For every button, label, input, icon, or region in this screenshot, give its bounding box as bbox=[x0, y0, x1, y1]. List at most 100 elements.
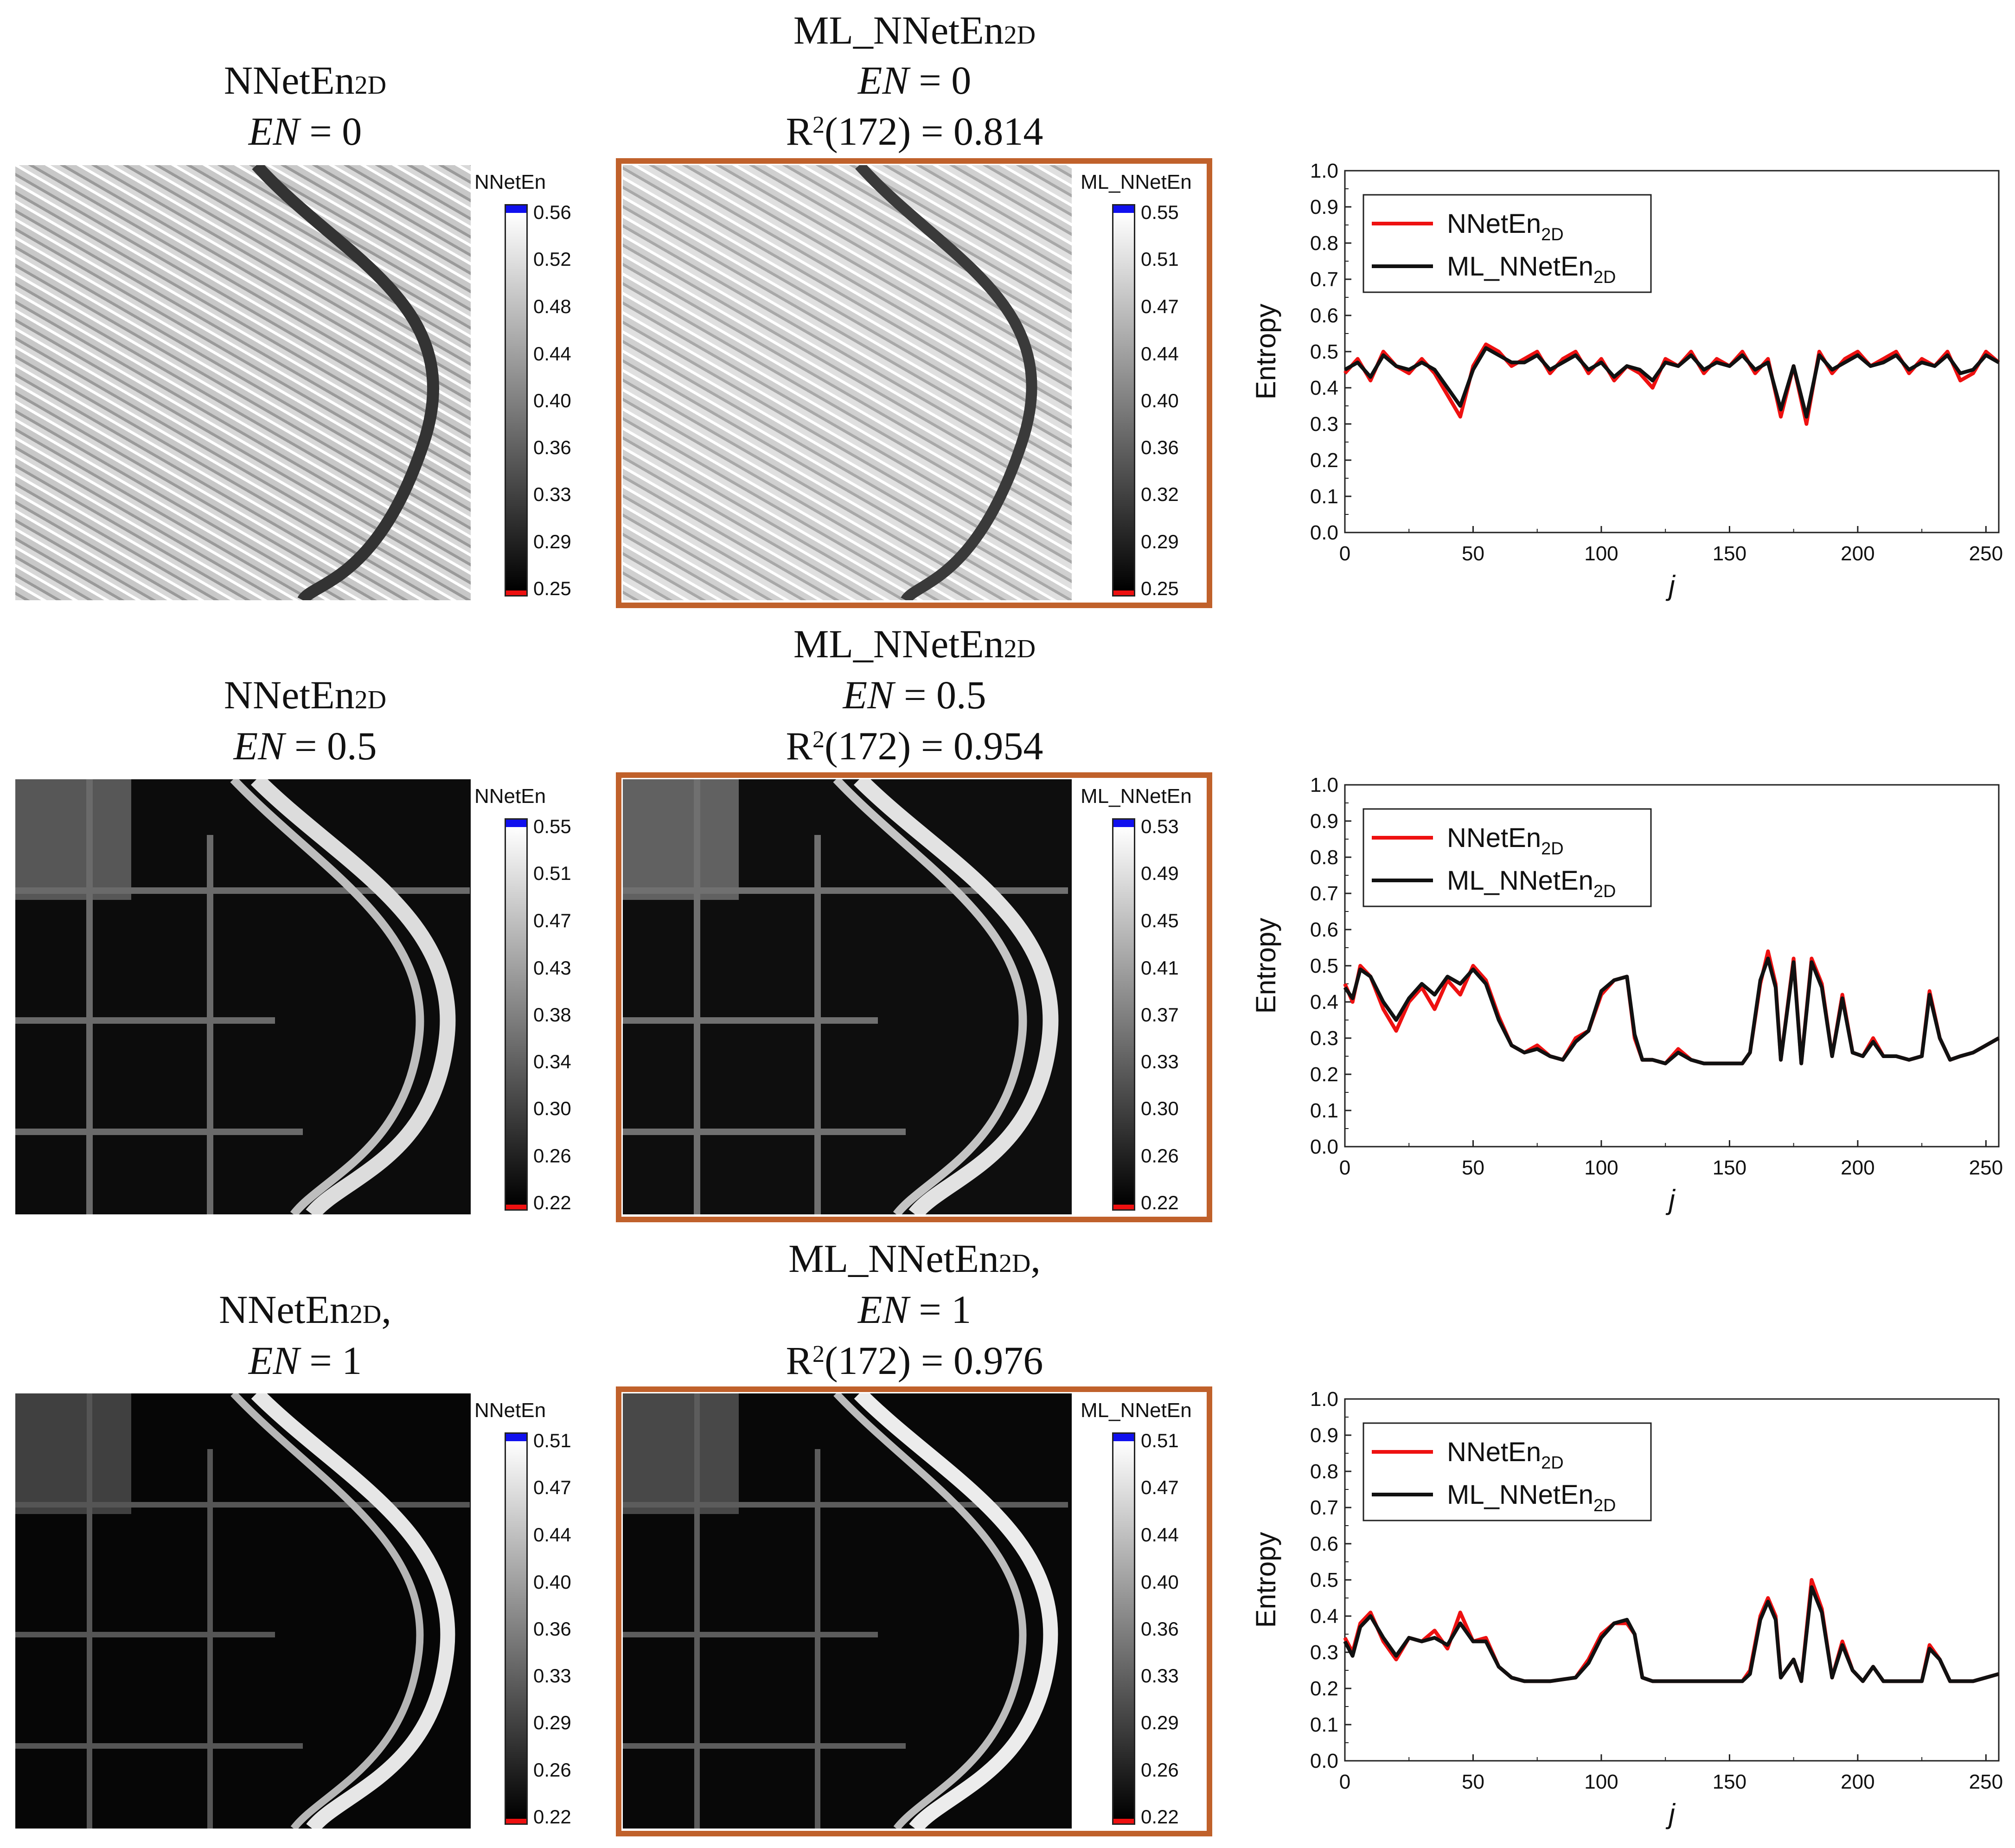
row3-left-colorbar bbox=[505, 1432, 528, 1825]
y-tick-label: 1.0 bbox=[1310, 1388, 1338, 1411]
cbar-tick: 0.25 bbox=[1141, 578, 1179, 599]
x-tick-label: 200 bbox=[1841, 542, 1874, 565]
cbar-tick: 0.48 bbox=[533, 295, 571, 317]
x-tick-label: 250 bbox=[1969, 1156, 2003, 1179]
y-tick-label: 0.9 bbox=[1310, 1424, 1338, 1447]
cbar-tick: 0.36 bbox=[533, 1618, 571, 1640]
cbar-tick: 0.36 bbox=[533, 436, 571, 458]
y-tick-label: 0.2 bbox=[1310, 1063, 1338, 1086]
row2-mid-title-name: ML_NNetEn2D bbox=[793, 622, 1036, 666]
cbar-tick: 0.37 bbox=[1141, 1004, 1179, 1026]
cbar-tick: 0.51 bbox=[1141, 1430, 1179, 1451]
cbar-tick: 0.52 bbox=[533, 248, 571, 270]
row2-left-title-en: EN = 0.5 bbox=[233, 724, 377, 768]
y-tick-label: 0.8 bbox=[1310, 1460, 1338, 1483]
x-tick-label: 50 bbox=[1462, 542, 1484, 565]
legend-label: ML_NNetEn2D bbox=[1447, 1480, 1616, 1515]
row3-left-title-en: EN = 1 bbox=[248, 1338, 362, 1383]
cbar-tick: 0.40 bbox=[1141, 390, 1179, 411]
cbar-tick: 0.44 bbox=[533, 343, 571, 365]
row1-mid-title-r2: R2(172) = 0.814 bbox=[786, 109, 1043, 154]
legend-box bbox=[1363, 808, 1652, 907]
y-axis-label: Entropy bbox=[1250, 1532, 1281, 1628]
cbar-tick: 0.55 bbox=[533, 815, 571, 837]
y-tick-label: 0.0 bbox=[1310, 1750, 1338, 1772]
row1-entropy-chart: 0.0 0.1 0.2 0.3 0.4 0.5 0.6 0.7 0.8 0.9 1.0 0 50 100 1… bbox=[1250, 160, 2003, 601]
x-axis-label: j bbox=[1665, 570, 1676, 601]
y-tick-label: 0.0 bbox=[1310, 521, 1338, 544]
cbar-tick: 0.26 bbox=[533, 1145, 571, 1167]
x-tick-label: 200 bbox=[1841, 1156, 1874, 1179]
cbar-tick: 0.38 bbox=[533, 1004, 571, 1026]
cbar-tick: 0.29 bbox=[533, 531, 571, 552]
row1-left-colorbar-title: NNetEn bbox=[474, 171, 546, 193]
x-axis-label: j bbox=[1665, 1798, 1676, 1829]
y-tick-label: 0.9 bbox=[1310, 810, 1338, 833]
x-tick-label: 100 bbox=[1584, 1771, 1618, 1793]
cbar-tick: 0.29 bbox=[1141, 1712, 1179, 1733]
row3-mid-title-en: EN = 1 bbox=[857, 1287, 972, 1332]
y-tick-label: 0.3 bbox=[1310, 413, 1338, 436]
cbar-tick: 0.51 bbox=[533, 1430, 571, 1451]
cbar-tick: 0.22 bbox=[1141, 1192, 1179, 1213]
row1-mid-title-name: ML_NNetEn2D bbox=[793, 8, 1036, 52]
cbar-tick: 0.40 bbox=[1141, 1571, 1179, 1593]
row2-left-entropy-map bbox=[15, 779, 471, 1214]
cbar-tick: 0.56 bbox=[533, 201, 571, 223]
row3-mid-title-name: ML_NNetEn2D, bbox=[788, 1236, 1041, 1281]
row1-left-entropy-map bbox=[15, 165, 471, 600]
y-tick-label: 0.2 bbox=[1310, 1677, 1338, 1700]
series-line-nneten bbox=[1343, 949, 2000, 1065]
legend-label: ML_NNetEn2D bbox=[1447, 251, 1616, 287]
cbar-tick: 0.30 bbox=[1141, 1097, 1179, 1119]
y-tick-label: 0.7 bbox=[1310, 882, 1338, 905]
y-axis-label: Entropy bbox=[1250, 304, 1281, 400]
y-tick-label: 0.8 bbox=[1310, 232, 1338, 255]
cbar-tick: 0.29 bbox=[1141, 531, 1179, 552]
row3-left-colorbar-title: NNetEn bbox=[474, 1399, 546, 1422]
x-tick-label: 100 bbox=[1584, 1156, 1618, 1179]
row1-left-colorbar bbox=[505, 204, 528, 597]
row2-mid-colorbar-title: ML_NNetEn bbox=[1081, 785, 1192, 808]
cbar-tick: 0.55 bbox=[1141, 201, 1179, 223]
row1-mid-colorbar bbox=[1112, 204, 1135, 597]
row2-left-colorbar bbox=[505, 818, 528, 1211]
cbar-tick: 0.32 bbox=[1141, 483, 1179, 505]
y-axis-label: Entropy bbox=[1250, 918, 1281, 1014]
row3-mid-frame bbox=[616, 1386, 1212, 1836]
cbar-tick: 0.26 bbox=[533, 1759, 571, 1781]
y-tick-label: 0.5 bbox=[1310, 340, 1338, 363]
cbar-tick: 0.36 bbox=[1141, 436, 1179, 458]
x-tick-label: 0 bbox=[1339, 542, 1350, 565]
cbar-tick: 0.26 bbox=[1141, 1145, 1179, 1167]
row3-mid-entropy-map bbox=[623, 1393, 1072, 1829]
cbar-tick: 0.47 bbox=[1141, 1476, 1179, 1498]
cbar-tick: 0.44 bbox=[1141, 343, 1179, 365]
cbar-tick: 0.51 bbox=[533, 862, 571, 884]
y-tick-label: 0.4 bbox=[1310, 991, 1338, 1014]
row1-mid-title-en: EN = 0 bbox=[857, 58, 972, 103]
y-tick-label: 0.5 bbox=[1310, 955, 1338, 977]
row3-left-title-name: NNetEn2D, bbox=[219, 1287, 391, 1332]
x-tick-label: 50 bbox=[1462, 1156, 1484, 1179]
cbar-tick: 0.47 bbox=[533, 910, 571, 931]
row2-left-colorbar-title: NNetEn bbox=[474, 785, 546, 808]
y-tick-label: 0.1 bbox=[1310, 1713, 1338, 1736]
row1-mid-frame bbox=[616, 158, 1212, 608]
row2-mid-title-en: EN = 0.5 bbox=[843, 673, 986, 717]
y-tick-label: 0.1 bbox=[1310, 485, 1338, 508]
cbar-tick: 0.22 bbox=[1141, 1806, 1179, 1828]
x-tick-label: 250 bbox=[1969, 1771, 2003, 1793]
row1-mid-entropy-map bbox=[623, 165, 1072, 600]
y-tick-label: 0.4 bbox=[1310, 377, 1338, 399]
cbar-tick: 0.36 bbox=[1141, 1618, 1179, 1640]
row2-mid-frame bbox=[616, 772, 1212, 1222]
series-line-nneten bbox=[1343, 1578, 2000, 1683]
y-tick-label: 0.0 bbox=[1310, 1136, 1338, 1158]
row2-entropy-chart: 0.0 0.1 0.2 0.3 0.4 0.5 0.6 0.7 0.8 0.9 1.0 0 50 100 1… bbox=[1250, 774, 2003, 1215]
row3-mid-title-r2: R2(172) = 0.976 bbox=[786, 1338, 1043, 1383]
cbar-tick: 0.40 bbox=[533, 390, 571, 411]
cbar-tick: 0.43 bbox=[533, 957, 571, 979]
cbar-tick: 0.51 bbox=[1141, 248, 1179, 270]
cbar-tick: 0.44 bbox=[533, 1524, 571, 1546]
